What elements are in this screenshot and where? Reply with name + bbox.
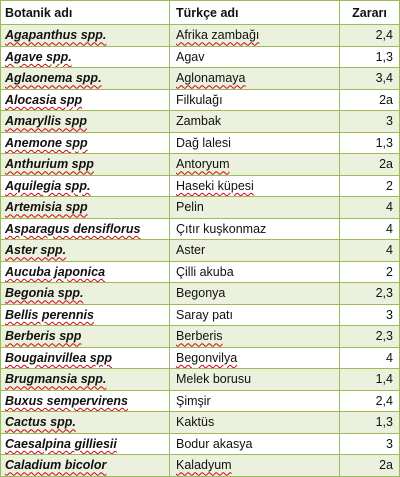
botanic-name-cell: Cactus spp. <box>0 411 170 434</box>
risk-cell: 2a <box>339 153 400 176</box>
table-row: Buxus sempervirens Şimşir 2,4 <box>0 389 400 412</box>
risk-cell: 2a <box>339 88 400 111</box>
turkish-name-cell: Afrika zambağı <box>169 24 340 47</box>
header-botanic-name: Botanik adı <box>0 0 170 25</box>
botanic-name-cell: Buxus sempervirens <box>0 389 170 412</box>
table-row: Aglaonema spp. Aglonamaya 3,4 <box>0 67 400 90</box>
table-row: Amaryllis spp Zambak 3 <box>0 110 400 133</box>
turkish-name-cell: Çıtır kuşkonmaz <box>169 217 340 240</box>
table-row: Asparagus densiflorus Çıtır kuşkonmaz 4 <box>0 217 400 240</box>
botanic-name-cell: Bellis perennis <box>0 303 170 326</box>
turkish-name-cell: Dağ lalesi <box>169 131 340 154</box>
risk-cell: 4 <box>339 196 400 219</box>
botanic-name-cell: Alocasia spp <box>0 88 170 111</box>
table-body: Agapanthus spp. Afrika zambağı 2,4 Agave sp… <box>0 24 400 477</box>
botanic-name-cell: Caesalpina gilliesii <box>0 432 170 455</box>
risk-cell: 2a <box>339 454 400 477</box>
turkish-name-cell: Kaktüs <box>169 411 340 434</box>
table-row: Agave spp. Agav 1,3 <box>0 45 400 68</box>
risk-cell: 2 <box>339 174 400 197</box>
risk-cell: 1,3 <box>339 411 400 434</box>
risk-cell: 2,3 <box>339 282 400 305</box>
table-row: Bougainvillea spp Begonvilya 4 <box>0 346 400 369</box>
botanic-name-cell: Agave spp. <box>0 45 170 68</box>
turkish-name-cell: Aster <box>169 239 340 262</box>
turkish-name-cell: Bodur akasya <box>169 432 340 455</box>
botanic-name-cell: Aster spp. <box>0 239 170 262</box>
table-row: Aster spp. Aster 4 <box>0 239 400 262</box>
table-row: Anthurium spp Antoryum 2a <box>0 153 400 176</box>
botanic-name-cell: Berberis spp <box>0 325 170 348</box>
risk-cell: 3 <box>339 303 400 326</box>
risk-cell: 1,4 <box>339 368 400 391</box>
table-row: Caesalpina gilliesii Bodur akasya 3 <box>0 432 400 455</box>
table-row: Caladium bicolor Kaladyum 2a <box>0 454 400 477</box>
turkish-name-cell: Çilli akuba <box>169 260 340 283</box>
table-row: Aucuba japonica Çilli akuba 2 <box>0 260 400 283</box>
risk-cell: 3 <box>339 110 400 133</box>
botanic-name-cell: Caladium bicolor <box>0 454 170 477</box>
botanic-name-cell: Amaryllis spp <box>0 110 170 133</box>
botanic-name-cell: Begonia spp. <box>0 282 170 305</box>
turkish-name-cell: Agav <box>169 45 340 68</box>
turkish-name-cell: Antoryum <box>169 153 340 176</box>
botanic-name-cell: Aucuba japonica <box>0 260 170 283</box>
turkish-name-cell: Haseki küpesi <box>169 174 340 197</box>
botanic-name-cell: Anemone spp <box>0 131 170 154</box>
turkish-name-cell: Şimşir <box>169 389 340 412</box>
risk-cell: 2,4 <box>339 389 400 412</box>
table-row: Artemisia spp Pelin 4 <box>0 196 400 219</box>
turkish-name-cell: Filkulağı <box>169 88 340 111</box>
table-row: Berberis spp Berberis 2,3 <box>0 325 400 348</box>
turkish-name-cell: Begonvilya <box>169 346 340 369</box>
table-row: Agapanthus spp. Afrika zambağı 2,4 <box>0 24 400 47</box>
botanic-name-cell: Anthurium spp <box>0 153 170 176</box>
botanic-name-cell: Aquilegia spp. <box>0 174 170 197</box>
header-turkish-name: Türkçe adı <box>169 0 340 25</box>
turkish-name-cell: Melek borusu <box>169 368 340 391</box>
botanic-name-cell: Brugmansia spp. <box>0 368 170 391</box>
table-row: Cactus spp. Kaktüs 1,3 <box>0 411 400 434</box>
table-row: Alocasia spp Filkulağı 2a <box>0 88 400 111</box>
botanic-name-cell: Asparagus densiflorus <box>0 217 170 240</box>
risk-cell: 4 <box>339 217 400 240</box>
turkish-name-cell: Berberis <box>169 325 340 348</box>
risk-cell: 3 <box>339 432 400 455</box>
turkish-name-cell: Begonya <box>169 282 340 305</box>
risk-cell: 3,4 <box>339 67 400 90</box>
botanic-name-cell: Agapanthus spp. <box>0 24 170 47</box>
botanic-name-cell: Bougainvillea spp <box>0 346 170 369</box>
table-row: Anemone spp Dağ lalesi 1,3 <box>0 131 400 154</box>
table-header-row: Botanik adı Türkçe adı Zararı <box>0 0 400 25</box>
turkish-name-cell: Kaladyum <box>169 454 340 477</box>
table-row: Begonia spp. Begonya 2,3 <box>0 282 400 305</box>
risk-cell: 4 <box>339 346 400 369</box>
turkish-name-cell: Pelin <box>169 196 340 219</box>
botanic-name-cell: Aglaonema spp. <box>0 67 170 90</box>
risk-cell: 2,3 <box>339 325 400 348</box>
risk-cell: 1,3 <box>339 45 400 68</box>
risk-cell: 2 <box>339 260 400 283</box>
table-row: Brugmansia spp. Melek borusu 1,4 <box>0 368 400 391</box>
table-row: Aquilegia spp. Haseki küpesi 2 <box>0 174 400 197</box>
turkish-name-cell: Zambak <box>169 110 340 133</box>
turkish-name-cell: Aglonamaya <box>169 67 340 90</box>
risk-cell: 2,4 <box>339 24 400 47</box>
table-row: Bellis perennis Saray patı 3 <box>0 303 400 326</box>
risk-cell: 4 <box>339 239 400 262</box>
botanic-name-cell: Artemisia spp <box>0 196 170 219</box>
turkish-name-cell: Saray patı <box>169 303 340 326</box>
header-risk: Zararı <box>339 0 400 25</box>
risk-cell: 1,3 <box>339 131 400 154</box>
